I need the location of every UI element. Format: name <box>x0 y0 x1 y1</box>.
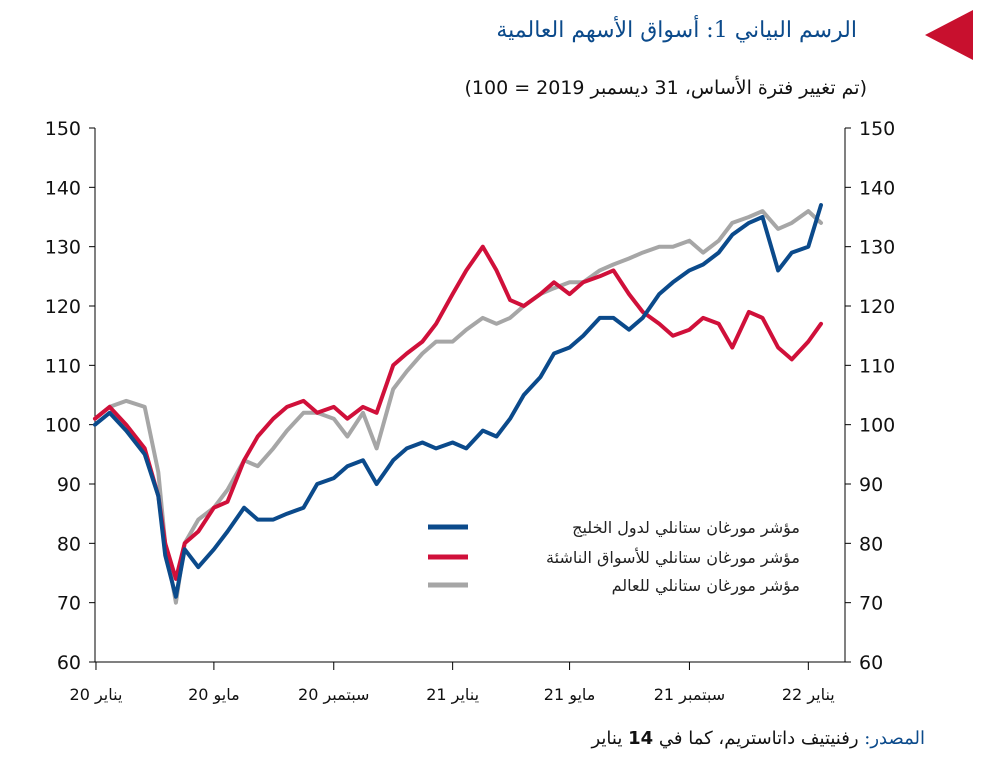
y-tick-label-right: 110 <box>859 355 895 377</box>
series-line-1 <box>93 244 823 581</box>
y-tick-label-left: 80 <box>57 533 81 555</box>
legend-label-2: مؤشر مورغان ستانلي للعالم <box>612 576 800 596</box>
chart-axes: 60 60 70 70 80 80 90 90 100 100 110 110 120 120 130 130… <box>45 118 896 705</box>
y-tick-label-left: 130 <box>45 237 81 259</box>
source-label: المصدر: <box>864 728 925 749</box>
y-tick-label-left: 140 <box>45 177 81 199</box>
line-chart: 60 60 70 70 80 80 90 90 100 100 110 110 120 120 130 130… <box>45 118 896 705</box>
y-tick-label-left: 150 <box>45 118 81 140</box>
series-line-2 <box>93 209 823 605</box>
x-tick-label: يناير 20 <box>70 685 123 705</box>
chart-subtitle: (تم تغيير فترة الأساس، 31 ديسمبر 2019 = … <box>464 77 867 99</box>
chart-series <box>93 203 823 605</box>
x-tick-label: يناير 22 <box>782 685 835 705</box>
x-tick-label: يناير 21 <box>426 685 479 705</box>
y-tick-label-left: 100 <box>45 415 81 437</box>
source-text: رفنيتيف داتاستريم، كما في 14 يناير <box>591 728 859 749</box>
y-tick-label-right: 140 <box>859 177 895 199</box>
y-tick-label-left: 70 <box>57 593 81 615</box>
series-line-0 <box>93 203 823 599</box>
y-tick-label-right: 80 <box>859 533 883 555</box>
y-tick-label-left: 110 <box>45 355 81 377</box>
y-tick-label-left: 120 <box>45 296 81 318</box>
y-tick-label-right: 90 <box>859 474 883 496</box>
chart-title: الرسم البياني 1: أسواق الأسهم العالمية <box>496 18 857 43</box>
legend-label-0: مؤشر مورغان ستانلي لدول الخليج <box>572 518 800 538</box>
chart-legend: مؤشر مورغان ستانلي لدول الخليج مؤشر مورغا… <box>428 518 800 596</box>
legend-label-1: مؤشر مورغان ستانلي للأسواق الناشئة <box>546 547 800 568</box>
red-triangle-icon <box>925 10 973 60</box>
x-tick-label: مايو 21 <box>544 685 596 705</box>
y-tick-label-right: 120 <box>859 296 895 318</box>
y-tick-label-right: 130 <box>859 237 895 259</box>
x-tick-label: سبتمبر 21 <box>654 685 725 705</box>
x-tick-label: سبتمبر 20 <box>298 685 369 705</box>
y-tick-label-left: 60 <box>57 652 81 674</box>
source-note: المصدر: رفنيتيف داتاستريم، كما في 14 ينا… <box>591 728 925 749</box>
y-tick-label-left: 90 <box>57 474 81 496</box>
y-tick-label-right: 60 <box>859 652 883 674</box>
y-tick-label-right: 150 <box>859 118 895 140</box>
x-tick-label: مايو 20 <box>188 685 240 705</box>
y-tick-label-right: 70 <box>859 593 883 615</box>
title-row: الرسم البياني 1: أسواق الأسهم العالمية <box>13 8 973 60</box>
y-tick-label-right: 100 <box>859 415 895 437</box>
